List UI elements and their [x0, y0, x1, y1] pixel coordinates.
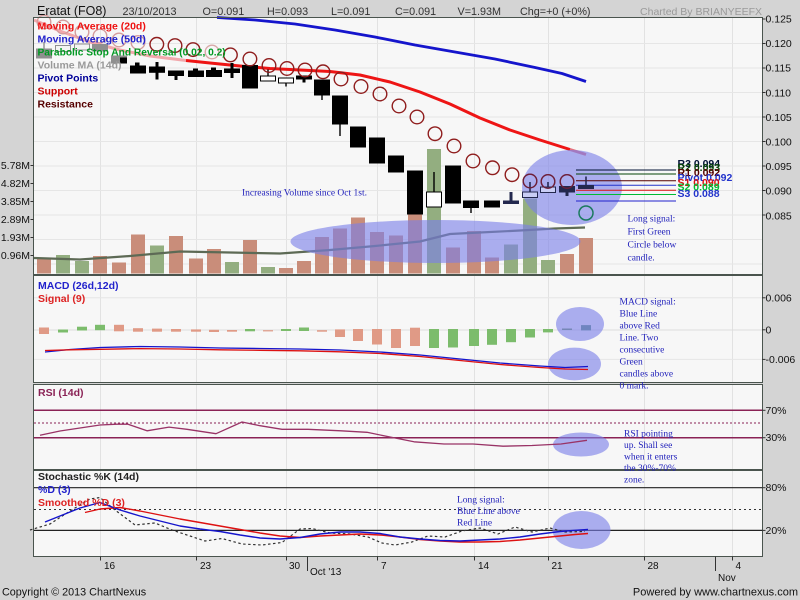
- svg-text:7: 7: [381, 561, 387, 572]
- svg-text:0.120: 0.120: [766, 38, 792, 50]
- svg-text:MACD (26d,12d): MACD (26d,12d): [38, 280, 119, 292]
- svg-text:Smoothed %D (3): Smoothed %D (3): [38, 497, 125, 509]
- svg-text:Line. Two: Line. Two: [620, 334, 659, 344]
- svg-text:0 mark.: 0 mark.: [620, 382, 649, 392]
- svg-text:MACD signal:: MACD signal:: [620, 298, 676, 308]
- svg-text:RSI (14d): RSI (14d): [38, 387, 84, 399]
- svg-text:Powered by www.chartnexus.com: Powered by www.chartnexus.com: [633, 587, 798, 599]
- svg-text:First Green: First Green: [628, 228, 671, 238]
- svg-text:Nov: Nov: [718, 573, 736, 584]
- svg-text:Copyright © 2013 ChartNexus: Copyright © 2013 ChartNexus: [2, 587, 147, 599]
- svg-text:Blue Line above: Blue Line above: [457, 507, 520, 517]
- svg-text:20%: 20%: [766, 525, 787, 537]
- svg-text:Signal (9): Signal (9): [38, 293, 85, 305]
- svg-text:the 30%-70%: the 30%-70%: [624, 464, 676, 474]
- svg-text:1.93M: 1.93M: [1, 232, 30, 244]
- svg-text:16: 16: [104, 561, 116, 572]
- svg-text:Parabolic Stop And Reversal (0: Parabolic Stop And Reversal (0.02, 0.2): [38, 48, 226, 59]
- svg-text:0.085: 0.085: [766, 210, 792, 222]
- svg-text:Increasing Volume since Oct 1s: Increasing Volume since Oct 1st.: [242, 189, 367, 199]
- svg-text:RSI pointing: RSI pointing: [624, 430, 673, 440]
- svg-text:R2 0.093: R2 0.093: [678, 162, 721, 174]
- svg-text:Green: Green: [620, 358, 643, 368]
- svg-text:Stochastic %K (14d): Stochastic %K (14d): [38, 471, 139, 483]
- svg-text:70%: 70%: [766, 405, 787, 417]
- svg-text:Red Line: Red Line: [457, 519, 492, 529]
- svg-text:Pivot 0.092: Pivot 0.092: [678, 172, 733, 184]
- svg-text:L=0.091: L=0.091: [331, 6, 370, 18]
- svg-text:80%: 80%: [766, 482, 787, 494]
- svg-text:4.82M: 4.82M: [1, 178, 30, 190]
- svg-text:zone.: zone.: [624, 476, 644, 486]
- svg-text:30: 30: [289, 561, 301, 572]
- svg-text:2.89M: 2.89M: [1, 214, 30, 226]
- svg-text:0.96M: 0.96M: [1, 250, 30, 262]
- svg-text:30%: 30%: [766, 432, 787, 444]
- svg-text:R1 0.092: R1 0.092: [678, 167, 721, 179]
- svg-text:S1 0.090: S1 0.090: [678, 177, 720, 189]
- svg-text:up. Shall see: up. Shall see: [624, 441, 672, 451]
- svg-text:Pivot Points: Pivot Points: [38, 73, 99, 85]
- svg-text:Moving Average (20d): Moving Average (20d): [38, 21, 146, 33]
- svg-text:0.110: 0.110: [766, 87, 792, 99]
- svg-text:S2 0.089: S2 0.089: [678, 182, 720, 194]
- svg-text:V=1.93M: V=1.93M: [458, 6, 502, 18]
- svg-text:0.105: 0.105: [766, 112, 792, 124]
- svg-text:Long signal:: Long signal:: [628, 215, 676, 225]
- svg-text:14: 14: [478, 561, 490, 572]
- svg-text:0.006: 0.006: [766, 292, 792, 304]
- svg-text:Support: Support: [38, 86, 79, 98]
- svg-text:consecutive: consecutive: [620, 346, 665, 356]
- svg-text:when it enters: when it enters: [624, 453, 678, 463]
- svg-text:Moving Average (50d): Moving Average (50d): [38, 34, 146, 46]
- svg-text:R3 0.094: R3 0.094: [678, 158, 721, 170]
- svg-text:3.85M: 3.85M: [1, 196, 30, 208]
- svg-text:Charted By BRIANYEEFX: Charted By BRIANYEEFX: [640, 6, 762, 18]
- svg-text:0.100: 0.100: [766, 137, 792, 149]
- svg-text:S3 0.088: S3 0.088: [678, 188, 720, 200]
- svg-text:23: 23: [200, 561, 212, 572]
- svg-text:28: 28: [648, 561, 660, 572]
- svg-text:Oct '13: Oct '13: [310, 567, 342, 578]
- svg-text:H=0.093: H=0.093: [267, 6, 308, 18]
- svg-text:5.78M: 5.78M: [1, 160, 30, 172]
- svg-text:Circle below: Circle below: [628, 241, 677, 251]
- svg-text:%D (3): %D (3): [38, 484, 71, 496]
- svg-text:candle.: candle.: [628, 254, 655, 264]
- svg-text:Eratat (FO8): Eratat (FO8): [37, 4, 106, 18]
- svg-text:0.115: 0.115: [766, 63, 792, 75]
- svg-text:Chg=+0 (+0%): Chg=+0 (+0%): [520, 6, 591, 18]
- svg-text:Volume MA (14d): Volume MA (14d): [38, 60, 122, 72]
- svg-text:0: 0: [766, 324, 772, 336]
- svg-text:4: 4: [736, 561, 742, 572]
- svg-text:Blue Line: Blue Line: [620, 310, 658, 320]
- svg-text:C=0.091: C=0.091: [395, 6, 436, 18]
- svg-text:Resistance: Resistance: [38, 99, 94, 111]
- svg-text:0.090: 0.090: [766, 186, 792, 198]
- svg-text:above Red: above Red: [620, 322, 661, 332]
- svg-text:23/10/2013: 23/10/2013: [123, 6, 177, 18]
- svg-text:candles above: candles above: [620, 370, 674, 380]
- svg-text:O=0.091: O=0.091: [203, 6, 245, 18]
- svg-text:Long signal:: Long signal:: [457, 496, 505, 506]
- svg-text:0.125: 0.125: [766, 14, 792, 26]
- svg-text:0.095: 0.095: [766, 161, 792, 173]
- svg-text:21: 21: [552, 561, 564, 572]
- svg-text:-0.006: -0.006: [766, 354, 796, 366]
